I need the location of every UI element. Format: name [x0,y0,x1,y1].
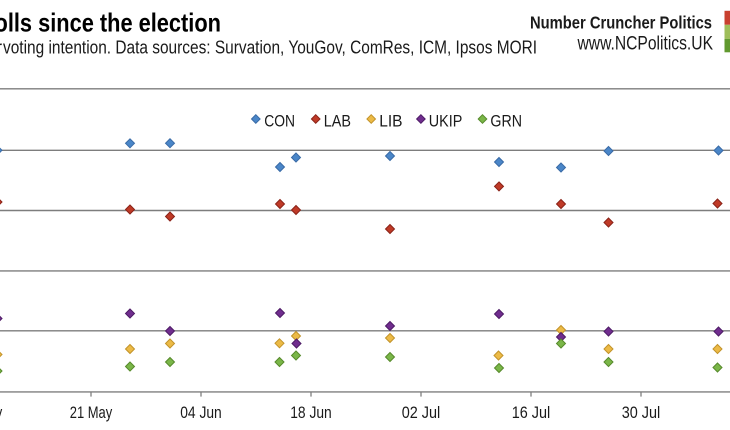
svg-text:LIB: LIB [379,111,402,130]
svg-text:30 Jul: 30 Jul [622,404,661,422]
svg-text:04 Jun: 04 Jun [180,404,222,422]
svg-text:18 Jun: 18 Jun [290,404,332,422]
svg-text:07 May: 07 May [0,404,3,422]
svg-text:16 Jul: 16 Jul [512,404,551,422]
svg-text:GRN: GRN [490,111,522,130]
svg-text:r: r [0,36,2,57]
svg-text:Number Cruncher Politics: Number Cruncher Politics [530,13,712,33]
svg-text:voting intention. Data sources: voting intention. Data sources: Survatio… [3,36,537,57]
svg-text:olls since the election: olls since the election [0,9,221,37]
svg-text:www.NCPolitics.UK: www.NCPolitics.UK [577,33,713,55]
svg-text:LAB: LAB [324,111,351,130]
svg-text:CON: CON [264,111,295,130]
svg-text:02 Jul: 02 Jul [402,404,441,422]
svg-text:21 May: 21 May [70,404,113,422]
svg-text:UKIP: UKIP [429,111,463,130]
